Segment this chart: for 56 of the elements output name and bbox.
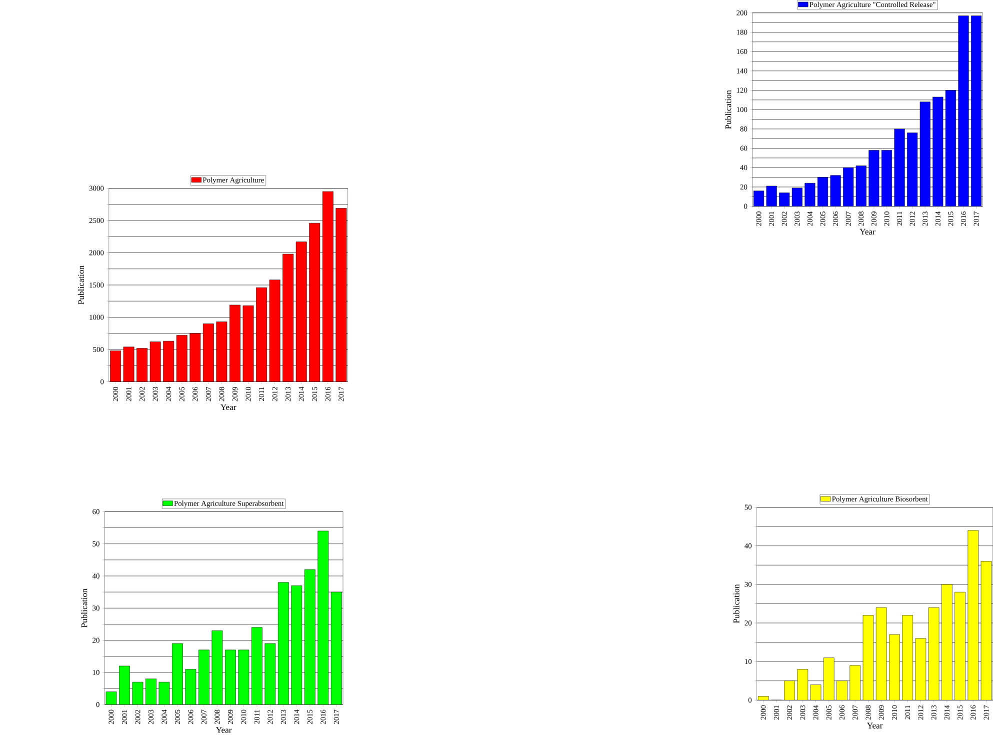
bar xyxy=(282,254,294,382)
bar xyxy=(163,340,174,382)
y-axis-title: Publication xyxy=(733,584,740,623)
bar xyxy=(269,280,280,382)
y-axis-title: Publication xyxy=(78,265,84,304)
bar xyxy=(296,241,307,382)
bar xyxy=(928,607,940,700)
x-axis-title: Year xyxy=(216,726,232,733)
y-axis-title: Publication xyxy=(81,588,88,628)
bar xyxy=(862,614,874,700)
bar xyxy=(202,323,214,382)
bar xyxy=(824,657,834,700)
bar xyxy=(330,592,342,704)
bar xyxy=(224,650,236,704)
bar xyxy=(954,592,966,700)
bar xyxy=(216,321,228,382)
bar xyxy=(238,650,250,704)
bar xyxy=(150,341,161,382)
bar xyxy=(304,569,316,704)
bar xyxy=(123,346,134,382)
bar xyxy=(110,350,121,382)
bar xyxy=(176,334,188,382)
x-axis-title: Year xyxy=(220,404,236,410)
bar xyxy=(915,638,926,700)
bar xyxy=(119,666,130,704)
bar xyxy=(185,668,196,704)
bar xyxy=(146,678,156,704)
bar xyxy=(291,585,302,704)
bar xyxy=(278,582,289,704)
bar xyxy=(322,191,334,382)
bar xyxy=(942,584,952,700)
bar xyxy=(309,222,320,382)
bar xyxy=(980,560,992,700)
bar xyxy=(190,333,201,382)
bar xyxy=(850,665,861,700)
bar xyxy=(318,530,329,704)
bar xyxy=(784,680,795,700)
bar xyxy=(902,614,913,700)
y-axis-title: Publication xyxy=(725,90,732,129)
bar xyxy=(212,630,223,704)
bar xyxy=(230,304,240,382)
bar xyxy=(264,643,276,704)
bar xyxy=(836,680,848,700)
x-axis-title: Year xyxy=(860,228,876,234)
bar xyxy=(136,348,148,382)
bar xyxy=(172,643,183,704)
bar xyxy=(336,208,347,382)
bar xyxy=(158,682,170,704)
bar xyxy=(256,287,267,382)
bar xyxy=(968,530,979,700)
bar xyxy=(198,650,210,704)
x-axis-title: Year xyxy=(866,722,883,728)
bar xyxy=(889,634,900,700)
bar xyxy=(797,668,808,700)
bar xyxy=(876,607,887,700)
bar xyxy=(251,627,262,704)
